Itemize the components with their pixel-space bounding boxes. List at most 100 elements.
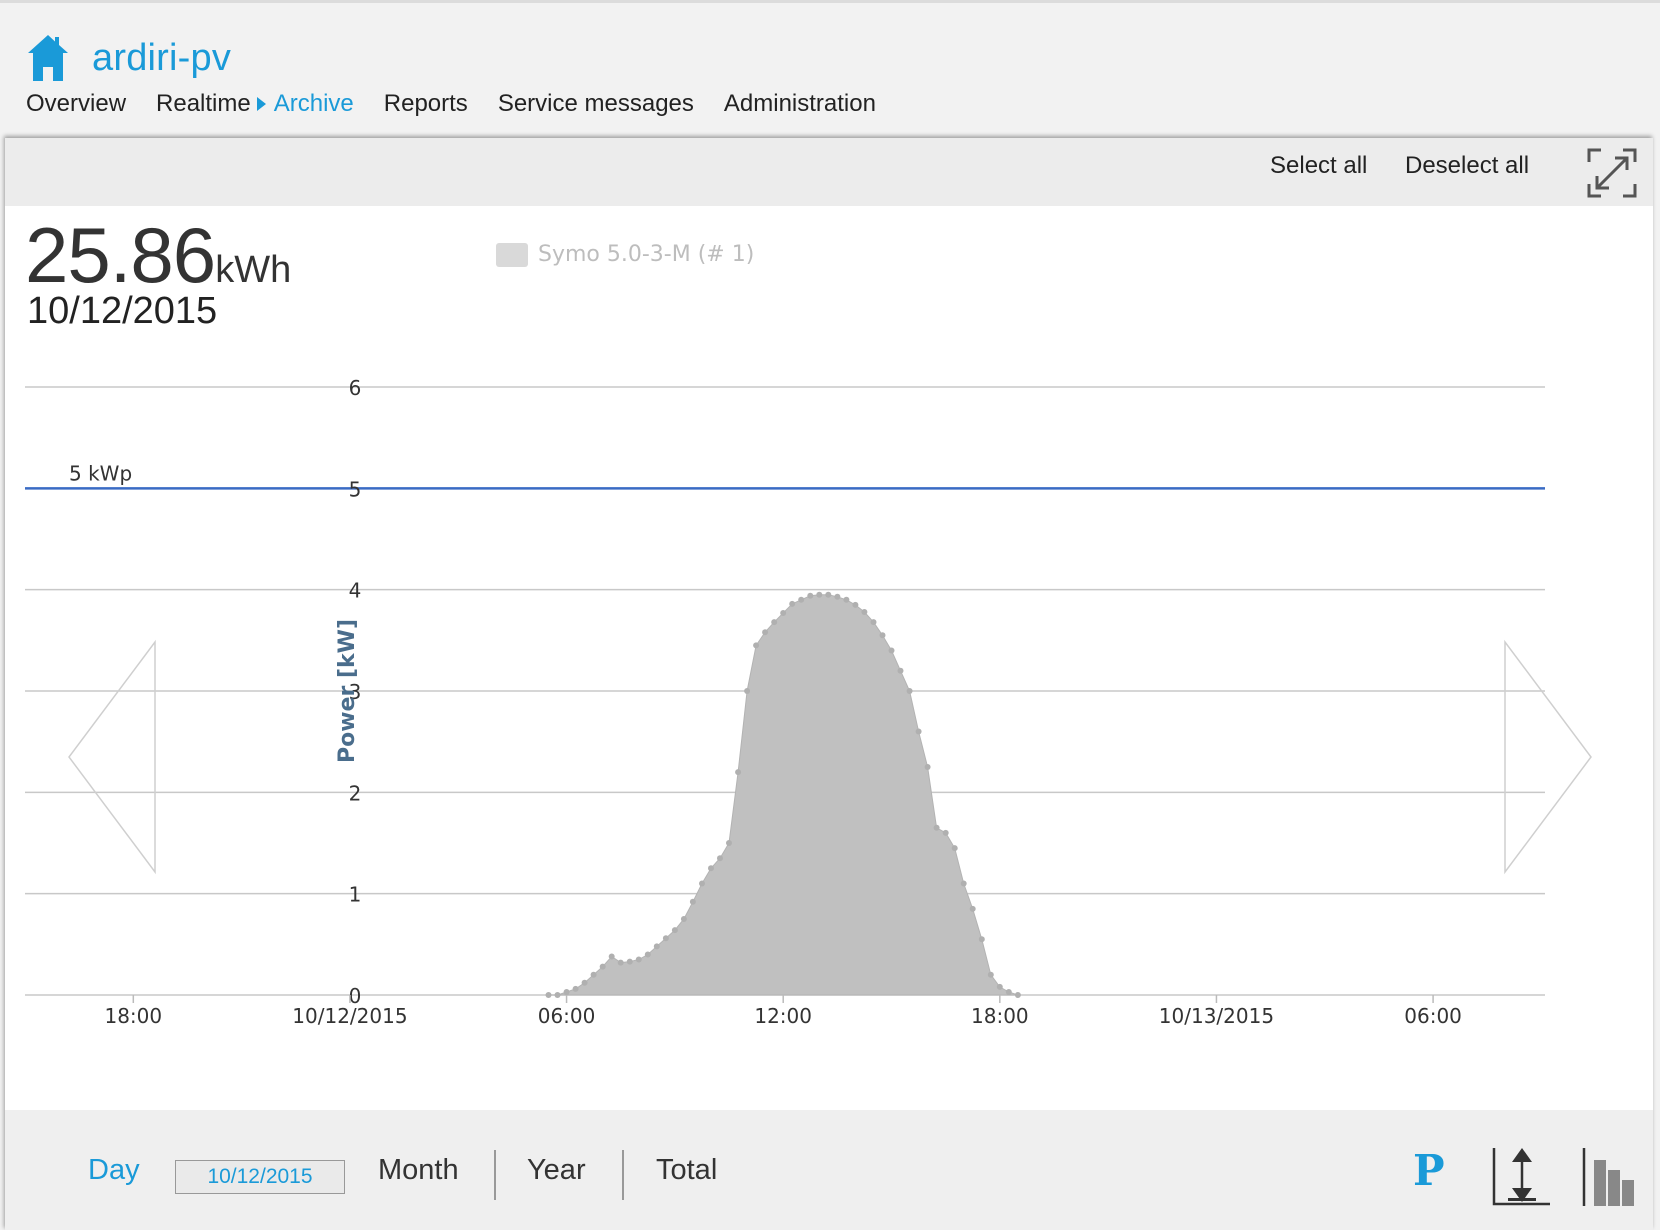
data-point [726, 840, 732, 846]
main-nav: Overview Realtime Archive Reports Servic… [26, 90, 906, 118]
nav-overview[interactable]: Overview [26, 90, 127, 117]
data-point [545, 992, 552, 998]
data-point [924, 764, 931, 770]
data-point [708, 865, 714, 872]
data-point [762, 629, 769, 636]
y-tick-label: 5 [349, 477, 362, 501]
legend-swatch [496, 242, 528, 267]
deselect-all-button[interactable]: Deselect all [1405, 152, 1530, 179]
y-tick-label: 4 [349, 579, 362, 603]
y-axis-title: Power [kW] [335, 619, 360, 763]
data-point [834, 593, 841, 600]
x-tick-label: 18:00 [104, 1004, 162, 1028]
period-day-tab[interactable]: Day [88, 1154, 140, 1186]
y-tick-label: 6 [349, 376, 362, 400]
data-point [608, 953, 615, 960]
series-points [545, 591, 1021, 998]
x-tick-label: 06:00 [538, 1004, 596, 1028]
data-point [825, 591, 832, 598]
data-point [771, 619, 778, 626]
home-icon[interactable] [26, 33, 70, 83]
data-point [780, 610, 787, 616]
date-picker[interactable]: 10/12/2015 [175, 1160, 345, 1194]
data-point [563, 989, 570, 995]
nav-archive[interactable]: Archive [273, 90, 354, 117]
data-point [807, 592, 814, 599]
data-point [861, 609, 868, 615]
data-point [1014, 992, 1021, 998]
data-point [653, 943, 660, 950]
period-year-tab[interactable]: Year [527, 1154, 586, 1186]
period-month-tab[interactable]: Month [378, 1154, 459, 1186]
data-point [951, 845, 958, 852]
data-point [735, 769, 742, 776]
x-tick-label: 06:00 [1404, 1004, 1462, 1028]
divider [494, 1150, 496, 1200]
x-tick-label: 10/13/2015 [1159, 1004, 1274, 1028]
data-point [852, 601, 859, 608]
data-point [888, 647, 895, 654]
x-axis-ticks: 18:00 10/12/2015 06:00 12:00 18:00 10/13/2015… [104, 995, 1462, 1028]
nav-reports[interactable]: Reports [383, 90, 468, 117]
energy-value: 25.86 [25, 211, 216, 299]
data-point [942, 829, 949, 836]
y-tick-label: 0 [349, 984, 362, 1008]
energy-date: 10/12/2015 [27, 290, 218, 332]
data-point [617, 959, 624, 966]
data-point [572, 985, 579, 992]
next-period-arrow[interactable] [1504, 639, 1592, 875]
power-view-button[interactable]: P [1413, 1146, 1445, 1195]
data-point [626, 958, 633, 965]
nav-realtime[interactable]: Realtime [156, 90, 251, 117]
scale-axis-icon[interactable] [1488, 1146, 1552, 1210]
kwp-reference-label: 5 kWp [69, 461, 132, 485]
divider [622, 1150, 624, 1200]
bar-chart-icon[interactable] [1580, 1146, 1646, 1210]
data-point [906, 688, 913, 694]
app-title[interactable]: ardiri-pv [92, 36, 232, 79]
data-point [933, 824, 940, 831]
data-point [879, 632, 886, 639]
data-point [753, 642, 760, 649]
legend-item[interactable]: Symo 5.0-3-M (# 1) [496, 242, 754, 267]
data-point [599, 963, 606, 970]
data-point [969, 905, 976, 912]
period-bar: Day 10/12/2015 Month Year Total P [5, 1110, 1653, 1230]
data-point [717, 855, 723, 862]
top-border [0, 0, 1660, 3]
data-point [915, 728, 922, 735]
fullscreen-expand-icon[interactable] [1585, 146, 1639, 200]
y-tick-label: 3 [349, 680, 362, 704]
legend-label: Symo 5.0-3-M (# 1) [538, 242, 755, 267]
data-point [689, 898, 696, 905]
period-total-tab[interactable]: Total [656, 1154, 718, 1186]
data-point [680, 916, 687, 922]
data-point [699, 880, 705, 887]
x-tick-label: 12:00 [754, 1004, 812, 1028]
y-tick-label: 1 [349, 883, 362, 907]
brand: ardiri-pv [26, 30, 231, 86]
data-point [1005, 989, 1012, 995]
caret-right-icon [256, 97, 266, 111]
energy-unit: kWh [215, 249, 292, 291]
archive-panel: Select all Deselect all 25.86kWh 10/12/2… [5, 138, 1653, 1230]
nav-administration[interactable]: Administration [723, 90, 876, 117]
data-point [662, 935, 669, 942]
nav-service-messages[interactable]: Service messages [497, 90, 694, 117]
select-all-button[interactable]: Select all [1270, 152, 1368, 179]
data-point [789, 600, 796, 607]
data-point [870, 619, 877, 626]
data-point [843, 596, 850, 603]
data-point [978, 936, 985, 943]
data-point [635, 956, 642, 963]
series-area-symo [548, 594, 1019, 996]
arrow-left-icon[interactable] [68, 639, 156, 875]
previous-period-arrow[interactable] [68, 639, 156, 875]
data-point [744, 688, 751, 694]
energy-total: 25.86kWh [25, 216, 291, 294]
data-point [798, 596, 805, 603]
arrow-right-icon[interactable] [1504, 639, 1592, 875]
data-point [960, 880, 967, 887]
data-point [581, 979, 588, 986]
